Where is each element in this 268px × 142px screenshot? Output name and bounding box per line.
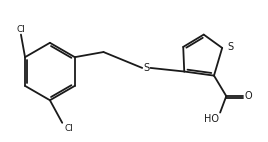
Text: HO: HO xyxy=(204,114,219,124)
Text: S: S xyxy=(227,42,233,52)
Text: Cl: Cl xyxy=(64,124,73,133)
Text: S: S xyxy=(143,63,149,73)
Text: Cl: Cl xyxy=(17,25,25,34)
Text: O: O xyxy=(245,91,252,101)
